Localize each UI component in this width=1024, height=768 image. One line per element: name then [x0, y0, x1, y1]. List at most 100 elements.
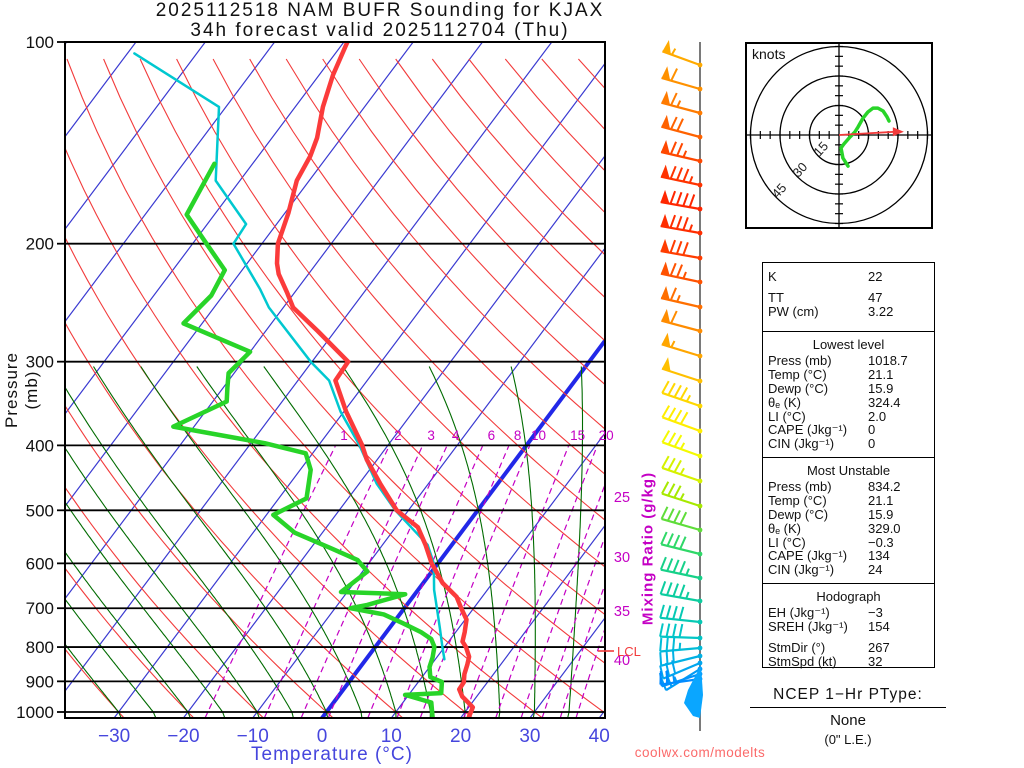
mixing-ratio-line	[300, 445, 423, 718]
barb-full-tick	[679, 560, 686, 575]
isotherm-line	[65, 42, 553, 693]
barb-full-tick	[667, 483, 676, 497]
index-label: EH (Jkg⁻¹)	[768, 605, 830, 620]
index-value: 324.4	[868, 394, 901, 410]
barb-half-tick	[670, 340, 676, 348]
index-row: LI (°C) −0.3	[763, 535, 934, 550]
index-value: 834.2	[868, 479, 901, 494]
index-label: TT	[768, 290, 784, 305]
barb-full-tick	[667, 457, 676, 471]
wind-barb	[659, 604, 703, 625]
barb-pennant	[660, 261, 670, 276]
barb-station-dot	[697, 255, 703, 261]
barb-full-tick	[659, 604, 665, 619]
barb-station-dot	[697, 503, 703, 509]
moist-adiabat-line	[65, 551, 191, 718]
isotherm-line	[251, 247, 605, 718]
ptype-detail: (0" L.E.)	[824, 732, 872, 747]
index-label: Press (mb)	[768, 353, 832, 368]
mixing-ratio-value-label: 40	[614, 653, 630, 669]
mixing-ratio-value-label: 20	[599, 428, 614, 443]
index-row: TT 47	[763, 291, 934, 305]
wind-barb	[661, 455, 703, 484]
barb-pennant	[661, 140, 670, 155]
chart-title-line1: 2025112518 NAM BUFR Sounding for KJAX	[155, 0, 605, 21]
mixing-ratio-value-label: 1	[340, 428, 348, 443]
index-value: 24	[868, 562, 883, 578]
dry-adiabat-line	[139, 58, 605, 616]
barb-full-tick	[670, 116, 678, 130]
barb-full-tick	[676, 264, 683, 278]
indices-section-hodograph: Hodograph EH (Jkg⁻¹) −3 SREH (Jkg⁻¹) 154 StmD…	[762, 584, 935, 668]
mixing-ratio-value-label: 25	[614, 490, 630, 506]
barb-full-tick	[688, 194, 696, 208]
wind-barb	[659, 660, 703, 680]
index-value: 32	[868, 653, 883, 669]
index-value: 22	[868, 269, 883, 284]
moist-adiabat-line	[65, 446, 260, 718]
temperature-axis-label: Temperature (°C)	[251, 744, 413, 765]
index-value: 154	[868, 618, 890, 634]
dry-adiabat-line	[322, 58, 605, 386]
barb-station-dot	[697, 158, 703, 164]
barb-pennant	[661, 357, 671, 372]
barb-full-tick	[667, 407, 677, 421]
barb-station-dot	[697, 619, 703, 625]
moist-adiabat-line	[65, 386, 294, 718]
barb-full-tick	[679, 511, 688, 525]
barb-full-tick	[671, 648, 675, 663]
barb-half-tick	[682, 150, 688, 158]
barb-pennant	[662, 40, 671, 55]
barb-full-tick	[659, 637, 663, 652]
wind-barb	[659, 636, 703, 653]
storm-motion-arrowhead	[892, 127, 904, 137]
barb-half-tick	[685, 591, 690, 599]
barb-full-tick	[661, 405, 671, 418]
barb-station-dot	[697, 635, 703, 641]
index-label: CIN (Jkg⁻¹)	[768, 562, 835, 578]
temperature-tick-label: −20	[167, 726, 199, 747]
moist-adiabat-line	[428, 366, 501, 718]
hodograph-trace	[839, 106, 891, 168]
index-label: PW (cm)	[768, 303, 819, 319]
temperature-tick-label: 40	[589, 726, 610, 747]
barb-full-tick	[675, 240, 683, 255]
moist-adiabat-line	[342, 366, 466, 718]
index-label: CIN (Jkg⁻¹)	[768, 436, 835, 452]
index-row: Dewp (°C) 15.9	[763, 381, 934, 396]
index-row: θₑ (K) 324.4	[763, 394, 934, 410]
mixing-ratio-value-label: 2	[394, 428, 402, 443]
barb-full-tick	[670, 68, 678, 82]
pressure-tick-label: 400	[26, 436, 54, 455]
barb-full-tick	[660, 531, 668, 545]
barb-station-dot	[697, 134, 703, 140]
barb-full-tick	[669, 239, 677, 254]
index-row: K 22	[763, 270, 934, 291]
barb-half-tick	[685, 568, 690, 576]
mixing-ratio-line	[263, 445, 390, 718]
index-label: LI (°C)	[768, 408, 806, 424]
barb-full-tick	[678, 606, 685, 621]
pressure-tick-label: 500	[26, 501, 54, 520]
moist-adiabat-line	[140, 366, 363, 718]
chart-title: 2025112518 NAM BUFR Sounding for KJAX 34…	[110, 1, 650, 41]
barb-full-tick	[665, 623, 671, 638]
barb-pennant	[660, 189, 670, 204]
barb-half-tick	[672, 675, 676, 683]
index-value: 21.1	[868, 492, 894, 508]
barb-shaft	[661, 76, 701, 91]
wind-barb	[662, 40, 703, 68]
index-row: CAPE (Jkg⁻¹) 0	[763, 423, 934, 437]
index-row: EH (Jkg⁻¹) −3	[763, 606, 934, 620]
barb-station-dot	[697, 304, 703, 310]
barb-full-tick	[669, 262, 677, 277]
wind-barb	[659, 556, 703, 581]
wind-barb	[661, 380, 703, 409]
index-label: CAPE (Jkg⁻¹)	[768, 548, 848, 564]
barb-half-tick	[678, 642, 682, 650]
barb-full-tick	[661, 481, 670, 495]
mixing-ratio-value-label: 8	[514, 428, 522, 443]
barb-shaft	[660, 175, 701, 187]
index-value: 3.22	[868, 303, 894, 319]
isotherm-line	[182, 154, 605, 718]
